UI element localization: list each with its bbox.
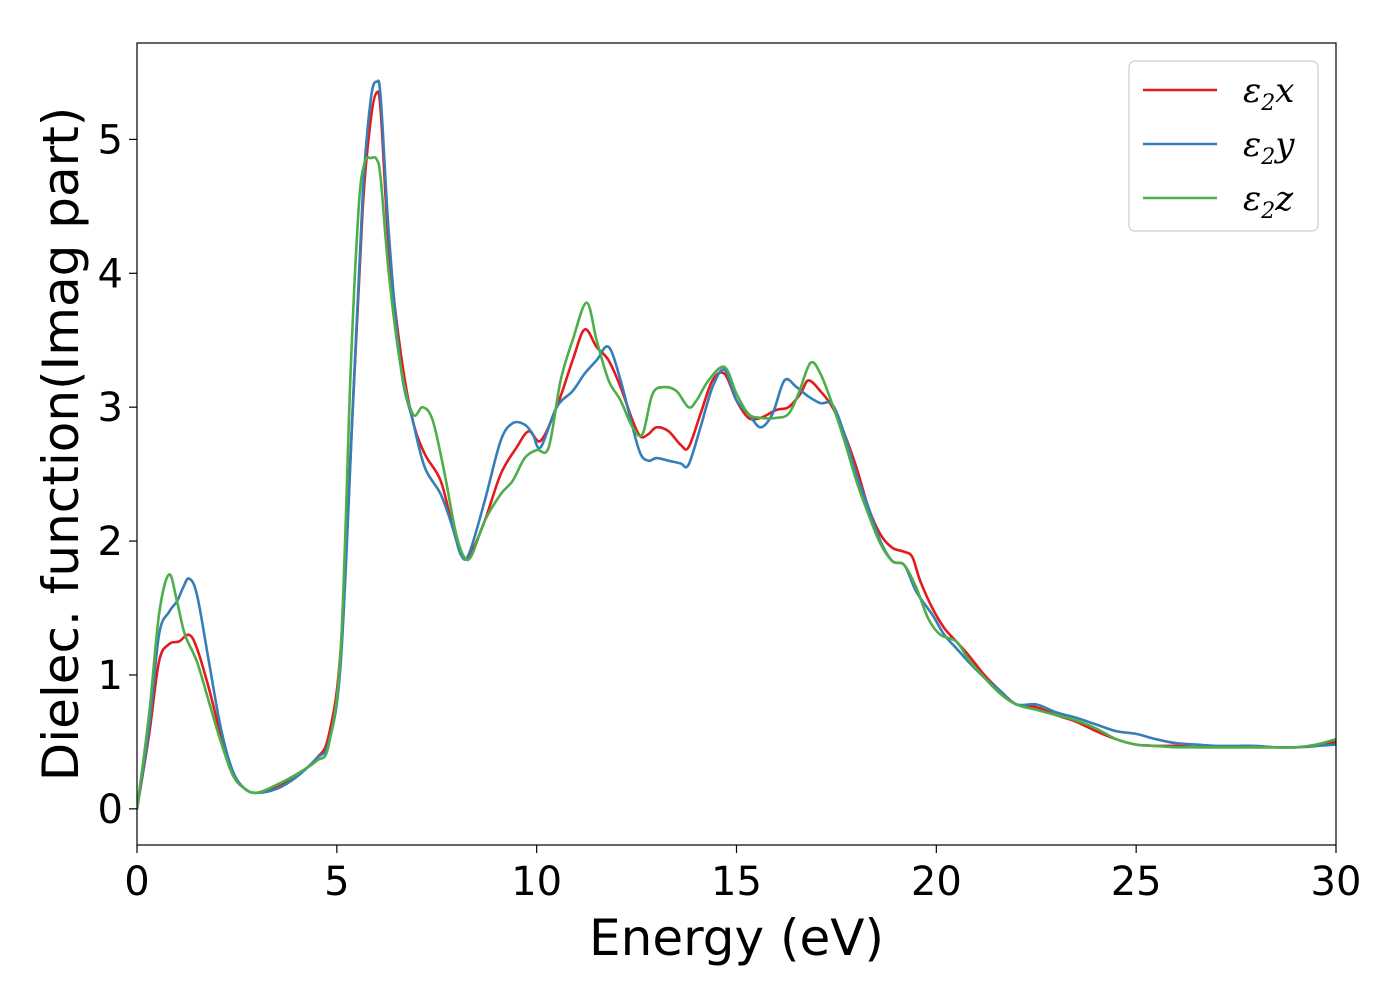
y-tick-label: 5 [98,117,123,163]
y-tick-label: 3 [98,385,123,431]
legend-item-y: ε2y [1143,125,1295,170]
legend-box [1128,60,1319,232]
legend-item-z: ε2z [1143,179,1294,224]
x-tick-label: 15 [711,859,762,905]
legend-label: ε2z [1243,179,1294,224]
legend: ε2x ε2y ε2z [1128,60,1319,232]
x-tick-label: 20 [911,859,962,905]
x-axis-ticks: 0 5 10 15 20 25 30 [124,845,1361,905]
x-tick-label: 30 [1311,859,1362,905]
series-layer [137,79,1336,811]
series-line-x [137,90,1336,811]
y-tick-label: 2 [98,519,123,565]
x-tick-label: 10 [511,859,562,905]
legend-label: ε2y [1243,125,1295,170]
y-tick-label: 4 [98,251,123,297]
legend-items: ε2x ε2y ε2z [1143,71,1295,224]
x-tick-label: 5 [324,859,349,905]
y-tick-label: 1 [98,653,123,699]
y-axis-title: Dielec. function(Imag part) [32,107,90,782]
x-tick-label: 0 [124,859,149,905]
series-line-z [137,156,1336,811]
legend-label: ε2x [1243,71,1294,116]
x-axis-title: Energy (eV) [589,909,884,967]
y-tick-label: 0 [98,787,123,833]
y-axis-ticks: 0 1 2 3 4 5 [98,117,137,833]
x-tick-label: 25 [1111,859,1162,905]
legend-item-x: ε2x [1143,71,1294,116]
